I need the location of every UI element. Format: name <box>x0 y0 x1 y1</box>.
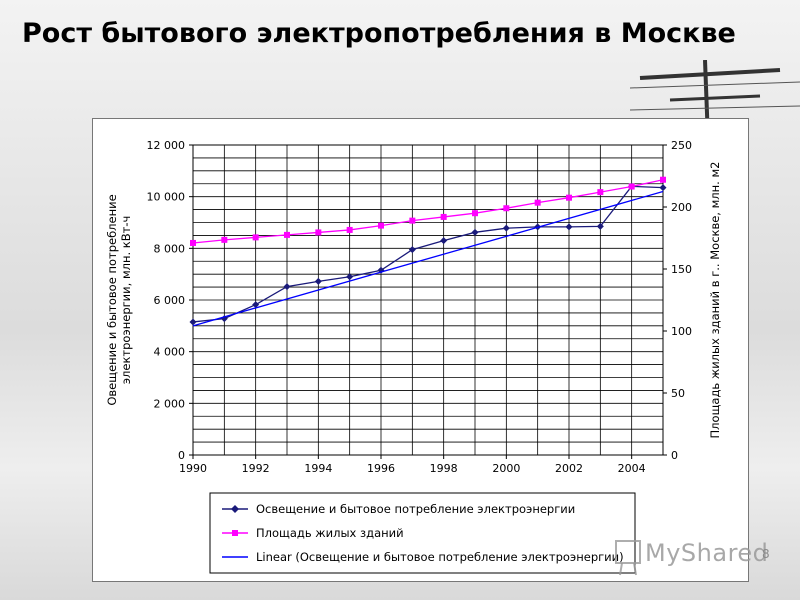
area-point <box>566 194 572 201</box>
x-tick-label: 2000 <box>492 462 520 475</box>
y2-axis-title: Площадь жилых зданий в г.. Москве, млн. … <box>708 162 722 439</box>
electricity-point <box>471 228 479 236</box>
y2-tick-label: 250 <box>671 139 692 152</box>
watermark-logo <box>615 540 641 576</box>
y-tick-label: 8 000 <box>154 242 186 255</box>
y-tick-label: 10 000 <box>147 191 186 204</box>
legend-marker <box>232 530 238 536</box>
area-point <box>503 205 510 212</box>
series-area-line <box>192 179 664 244</box>
y2-tick-label: 50 <box>671 387 685 400</box>
page-number: 8 <box>762 547 770 561</box>
y2-tick-label: 150 <box>671 263 692 276</box>
x-tick-label: 1998 <box>430 462 458 475</box>
electricity-point <box>283 283 291 291</box>
x-tick-label: 1992 <box>242 462 270 475</box>
area-point <box>252 234 259 241</box>
y2-tick-label: 100 <box>671 325 692 338</box>
area-point <box>440 213 447 220</box>
series-electricity-line <box>192 185 664 323</box>
x-tick-label: 1994 <box>304 462 332 475</box>
electricity-point <box>440 237 448 245</box>
x-tick-label: 2002 <box>555 462 583 475</box>
electricity-point <box>565 223 573 231</box>
electricity-point <box>189 318 197 326</box>
slide-title: Рост бытового электропотребления в Москв… <box>22 18 736 49</box>
area-point <box>660 176 666 183</box>
y-axis-title-line: электроэнергии, млн. кВт-ч <box>119 216 133 385</box>
area-point <box>190 239 196 246</box>
legend-label: Площадь жилых зданий <box>256 526 404 540</box>
electricity-point <box>314 277 322 285</box>
dual-axis-line-chart: 0 2 000 4 000 6 000 8 000 10 000 12 000 0 50 100 1… <box>105 139 722 574</box>
chart-panel: 0 2 000 4 000 6 000 8 000 10 000 12 000 0 50 100 1… <box>92 118 749 582</box>
y2-tick-label: 200 <box>671 201 692 214</box>
electricity-point <box>659 184 667 192</box>
series-trend-line <box>192 190 664 327</box>
electricity-point <box>346 273 354 281</box>
electricity-point <box>252 301 260 309</box>
area-point <box>284 231 290 238</box>
y-tick-label: 0 <box>178 449 185 462</box>
legend-box <box>209 492 636 574</box>
watermark-text: MyShared <box>645 539 769 567</box>
electricity-point <box>377 266 385 274</box>
y-axis-title-line: Овещение и бытовое потребление <box>105 194 119 405</box>
area-point <box>378 222 384 229</box>
area-point <box>534 199 541 206</box>
area-point <box>472 210 478 217</box>
legend-label: Linear (Освещение и бытовое потребление … <box>256 550 624 564</box>
area-point <box>221 236 228 243</box>
electricity-point <box>408 246 416 254</box>
electricity-point <box>596 222 604 230</box>
x-tick-label: 1996 <box>367 462 395 475</box>
area-point <box>315 229 322 236</box>
y-axis-title: Овещение и бытовое потребление электроэне… <box>105 194 133 405</box>
area-point <box>628 183 635 190</box>
y-tick-label: 6 000 <box>154 294 186 307</box>
y-tick-label: 2 000 <box>154 397 186 410</box>
y2-axis-title-line: Площадь жилых зданий в г.. Москве, млн. … <box>708 162 722 439</box>
area-point <box>346 226 353 233</box>
area-point <box>597 189 604 196</box>
area-point <box>409 217 416 224</box>
x-tick-label: 1990 <box>179 462 207 475</box>
y-tick-label: 4 000 <box>154 346 186 359</box>
x-tick-label: 2004 <box>618 462 646 475</box>
legend-label: Освещение и бытовое потребление электроэ… <box>256 502 575 516</box>
electricity-point <box>502 224 510 232</box>
y2-tick-label: 0 <box>671 449 678 462</box>
legend-marker <box>231 505 239 513</box>
y-tick-label: 12 000 <box>147 139 186 152</box>
